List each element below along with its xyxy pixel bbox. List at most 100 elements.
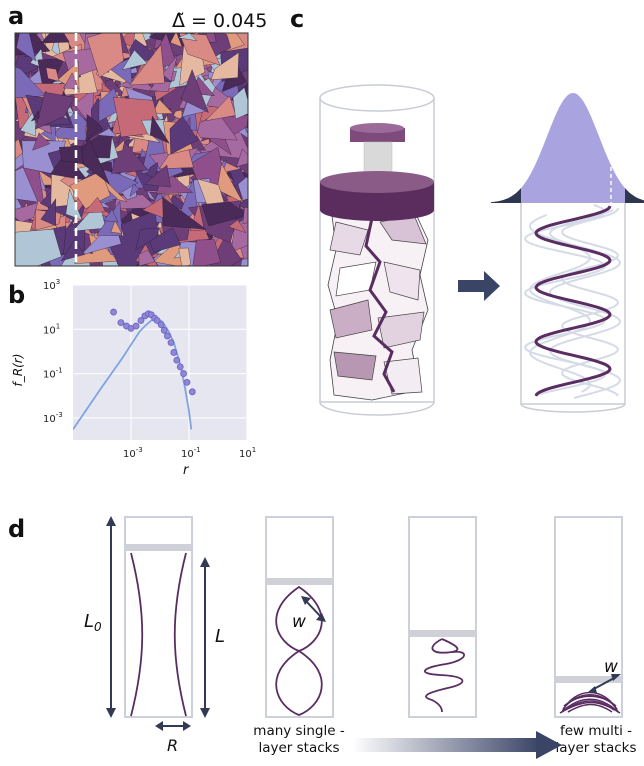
R-label: R bbox=[167, 736, 178, 755]
caption-multi-line1: few multi - bbox=[560, 723, 632, 739]
ghost-wave bbox=[561, 207, 619, 397]
fragment bbox=[19, 109, 37, 137]
fragment bbox=[192, 239, 221, 266]
fragment bbox=[98, 87, 122, 122]
data-points bbox=[110, 308, 196, 396]
fragment bbox=[60, 240, 86, 262]
fragment bbox=[30, 110, 40, 122]
sheet-profile-wave bbox=[534, 205, 612, 397]
data-point bbox=[167, 339, 175, 347]
plot-grid bbox=[73, 284, 248, 440]
plot-ticks: 10-3 10-1 101 103 101 10-1 10-3 bbox=[43, 278, 256, 460]
data-point bbox=[110, 308, 117, 316]
fragment bbox=[210, 52, 239, 80]
fragment bbox=[58, 146, 84, 165]
x-tick-label: 10-3 bbox=[123, 446, 143, 460]
y-tick-label: 101 bbox=[43, 322, 60, 336]
fragment bbox=[236, 148, 248, 168]
fragment bbox=[178, 247, 191, 266]
stage-1-initial bbox=[124, 516, 193, 718]
data-point bbox=[164, 332, 171, 340]
process-arrow-icon bbox=[458, 271, 500, 301]
caption-single-line1: many single - bbox=[253, 723, 345, 739]
stage-3-folding bbox=[408, 516, 477, 718]
stage-4-multi-layer bbox=[554, 516, 623, 718]
y-tick-label: 10-3 bbox=[43, 411, 63, 425]
data-point bbox=[137, 317, 145, 324]
data-point bbox=[180, 370, 187, 377]
w-label-multi: w bbox=[604, 657, 618, 677]
L0-label: L0 bbox=[84, 611, 102, 634]
data-point bbox=[160, 326, 168, 334]
data-point bbox=[183, 378, 191, 386]
fragment bbox=[96, 127, 118, 137]
w-label-single: w bbox=[292, 612, 306, 632]
x-tick-label: 101 bbox=[239, 446, 256, 460]
fragment bbox=[45, 67, 60, 82]
fragment bbox=[15, 202, 38, 223]
fragment bbox=[83, 196, 106, 214]
caption-single-line2: layer stacks bbox=[258, 740, 339, 756]
fragment bbox=[242, 206, 248, 224]
fragment bbox=[150, 115, 170, 144]
fragment bbox=[201, 201, 248, 227]
fragment bbox=[15, 228, 62, 266]
panel-d-label: d bbox=[8, 515, 25, 543]
mosaic-frame bbox=[14, 32, 249, 267]
panel-c-label: c bbox=[290, 5, 304, 33]
fragment bbox=[77, 137, 110, 185]
fragment bbox=[135, 227, 160, 251]
fragment bbox=[152, 99, 174, 114]
y-tick-label: 103 bbox=[43, 278, 60, 292]
data-point bbox=[153, 317, 161, 324]
delta-value-label: Δ̃ = 0.045 bbox=[172, 10, 267, 32]
crumpled-sheet bbox=[327, 204, 429, 401]
data-point bbox=[117, 319, 125, 327]
data-point bbox=[188, 388, 196, 396]
fragment bbox=[232, 87, 248, 120]
fragment bbox=[86, 114, 104, 142]
fragment bbox=[110, 220, 123, 234]
progression-arrow-icon bbox=[352, 731, 562, 759]
L0-dimension-arrow bbox=[106, 516, 116, 718]
caption-multi-line2: layer stacks bbox=[555, 740, 636, 756]
fragment bbox=[240, 257, 248, 266]
fragment bbox=[103, 208, 119, 223]
fragment bbox=[177, 33, 198, 42]
panel-a-label: a bbox=[8, 2, 24, 30]
fragment bbox=[86, 33, 124, 78]
fragment bbox=[63, 72, 79, 90]
fragment bbox=[146, 162, 158, 180]
fragment bbox=[216, 163, 244, 204]
data-point bbox=[157, 321, 165, 329]
y-tick-label: 10-1 bbox=[43, 367, 63, 381]
fragment bbox=[121, 49, 148, 70]
fragment bbox=[15, 66, 46, 99]
stage-2-single-layer bbox=[265, 516, 334, 718]
plot-area bbox=[73, 285, 247, 440]
fragment bbox=[228, 219, 247, 234]
x-axis-label: r bbox=[183, 463, 190, 478]
fragment bbox=[169, 116, 199, 155]
fragment bbox=[15, 166, 39, 203]
fragment bbox=[129, 44, 165, 86]
fragment bbox=[35, 92, 75, 130]
ghost-wave bbox=[548, 209, 622, 399]
data-point bbox=[176, 363, 184, 371]
y-axis-label: f_R(r) bbox=[11, 354, 25, 387]
data-point bbox=[170, 349, 178, 356]
fragment bbox=[144, 164, 171, 188]
R-dimension-arrow bbox=[155, 721, 191, 731]
panel-b-label: b bbox=[8, 281, 25, 309]
fragment-mosaic bbox=[15, 33, 248, 266]
L-dimension-arrow bbox=[200, 557, 210, 718]
fragment bbox=[204, 95, 237, 122]
x-tick-label: 10-1 bbox=[181, 446, 201, 460]
piston bbox=[320, 123, 434, 221]
fragment bbox=[138, 249, 156, 266]
data-point bbox=[132, 322, 140, 330]
L-label: L bbox=[215, 626, 225, 647]
fragment bbox=[173, 109, 183, 121]
data-point bbox=[173, 356, 181, 364]
